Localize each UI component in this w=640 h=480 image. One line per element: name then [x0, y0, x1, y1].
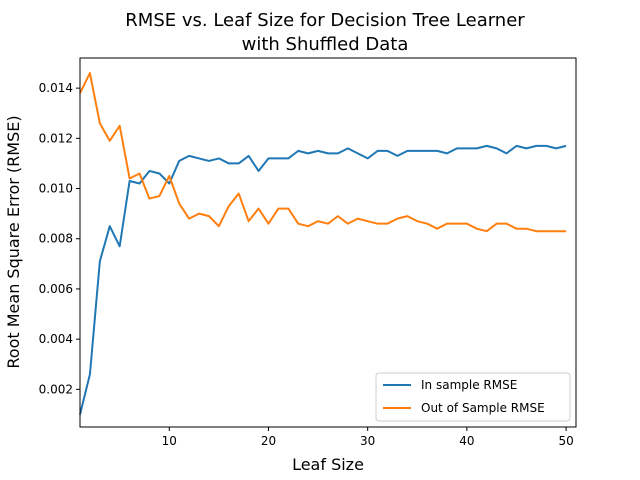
y-tick-label: 0.008: [39, 232, 73, 246]
y-tick-label: 0.010: [39, 182, 73, 196]
series-line-in-sample: [79, 144, 567, 415]
plot-frame: [79, 57, 577, 428]
legend-box: [375, 372, 571, 422]
x-tick-label: 30: [360, 434, 375, 448]
y-tick-label: 0.012: [39, 131, 73, 145]
x-tick-label: 10: [162, 434, 177, 448]
legend-label-out-of-sample: Out of Sample RMSE: [421, 401, 545, 415]
x-axis-label: Leaf Size: [292, 455, 364, 474]
legend-label-in-sample: In sample RMSE: [421, 378, 517, 392]
y-axis-ticks: 0.002 0.004 0.006 0.008 0.010 0.012 0.014: [39, 81, 80, 396]
x-tick-label: 20: [261, 434, 276, 448]
series-line-out-of-sample: [79, 72, 567, 233]
x-tick-label: 40: [459, 434, 474, 448]
legend: In sample RMSE Out of Sample RMSE: [375, 372, 571, 422]
x-tick-label: 50: [558, 434, 573, 448]
series-lines: [79, 72, 567, 415]
plot-area: [80, 58, 576, 427]
y-axis-label: Root Mean Square Error (RMSE): [4, 115, 23, 368]
y-tick-label: 0.002: [39, 382, 73, 396]
y-tick-label: 0.006: [39, 282, 73, 296]
x-axis-ticks: 10 20 30 40 50: [162, 427, 574, 448]
y-tick-label: 0.004: [39, 332, 73, 346]
chart-title-line-1: RMSE vs. Leaf Size for Decision Tree Lea…: [125, 10, 525, 31]
y-tick-label: 0.014: [39, 81, 73, 95]
chart-title-line-2: with Shuffled Data: [242, 34, 409, 55]
